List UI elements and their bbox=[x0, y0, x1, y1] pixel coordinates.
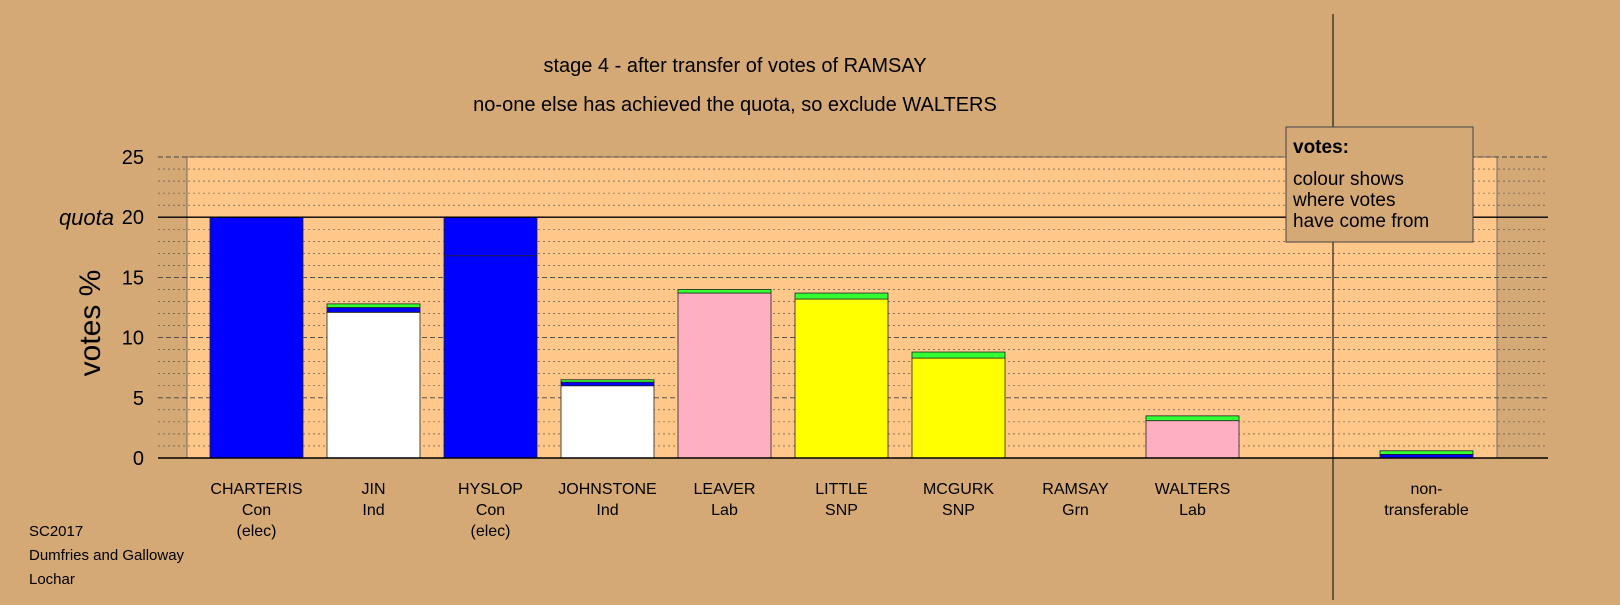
candidate-status: (elec) bbox=[236, 523, 276, 540]
bar-jin-segment bbox=[326, 303, 421, 308]
chart-title: stage 4 - after transfer of votes of RAM… bbox=[543, 55, 926, 77]
y-tick-label: 5 bbox=[133, 388, 144, 410]
candidate-name: RAMSAY bbox=[1042, 481, 1109, 498]
bar-mcgurk-segment bbox=[911, 357, 1006, 459]
candidate-party: Con bbox=[242, 502, 271, 519]
bar-johnstone-segment bbox=[560, 379, 655, 383]
candidate-party: SNP bbox=[825, 502, 858, 519]
chart-subtitle: no-one else has achieved the quota, so e… bbox=[473, 94, 997, 116]
footer-line-1: SC2017 bbox=[29, 523, 83, 540]
quota-label: quota bbox=[59, 205, 114, 230]
candidate-name: CHARTERIS bbox=[210, 481, 302, 498]
candidate-party: Lab bbox=[711, 502, 738, 519]
bar-charteris-segment bbox=[209, 216, 304, 459]
y-tick-label: 15 bbox=[122, 267, 144, 289]
candidate-status: (elec) bbox=[470, 523, 510, 540]
non-transferable-label: non- bbox=[1410, 481, 1442, 498]
candidate-name: JIN bbox=[362, 481, 386, 498]
candidate-party: Ind bbox=[596, 502, 618, 519]
bar-jin-segment bbox=[326, 307, 421, 313]
candidate-party: Ind bbox=[362, 502, 384, 519]
y-tick-label: 0 bbox=[133, 448, 144, 470]
candidate-name: WALTERS bbox=[1155, 481, 1231, 498]
legend-line-2: where votes bbox=[1292, 190, 1395, 211]
footer-line-2: Dumfries and Galloway bbox=[29, 547, 185, 564]
legend-title: votes: bbox=[1293, 137, 1349, 158]
footer-line-3: Lochar bbox=[29, 571, 75, 588]
candidate-party: Lab bbox=[1179, 502, 1206, 519]
y-tick-label: 10 bbox=[122, 328, 144, 350]
legend-line-1: colour shows bbox=[1293, 169, 1404, 190]
candidate-name: HYSLOP bbox=[458, 481, 523, 498]
bar-johnstone-segment bbox=[560, 381, 655, 387]
bar-non-transferable-segment bbox=[1379, 450, 1474, 455]
candidate-name: JOHNSTONE bbox=[558, 481, 656, 498]
y-tick-label: 25 bbox=[122, 147, 144, 169]
y-tick-label: 20 bbox=[122, 207, 144, 229]
candidate-name: MCGURK bbox=[923, 481, 994, 498]
non-transferable-label: transferable bbox=[1384, 502, 1469, 519]
candidate-name: LITTLE bbox=[815, 481, 867, 498]
bar-walters-segment bbox=[1145, 420, 1240, 459]
bar-hyslop-segment bbox=[443, 255, 538, 459]
bar-walters-segment bbox=[1145, 415, 1240, 422]
bar-hyslop-segment bbox=[443, 216, 538, 257]
legend-box bbox=[1285, 126, 1474, 243]
bar-jin-segment bbox=[326, 311, 421, 459]
candidate-party: Con bbox=[476, 502, 505, 519]
y-axis-label: votes % bbox=[74, 270, 107, 377]
candidate-party: Grn bbox=[1062, 502, 1089, 519]
bar-mcgurk-segment bbox=[911, 351, 1006, 359]
legend: votes: colour shows where votes have com… bbox=[1285, 126, 1474, 243]
candidate-name: LEAVER bbox=[694, 481, 756, 498]
candidate-party: SNP bbox=[942, 502, 975, 519]
legend-line-3: have come from bbox=[1293, 211, 1429, 232]
bar-little-segment bbox=[794, 292, 889, 300]
bar-leaver-segment bbox=[677, 292, 772, 459]
bar-little-segment bbox=[794, 298, 889, 459]
bar-johnstone-segment bbox=[560, 385, 655, 459]
bar-leaver-segment bbox=[677, 289, 772, 294]
